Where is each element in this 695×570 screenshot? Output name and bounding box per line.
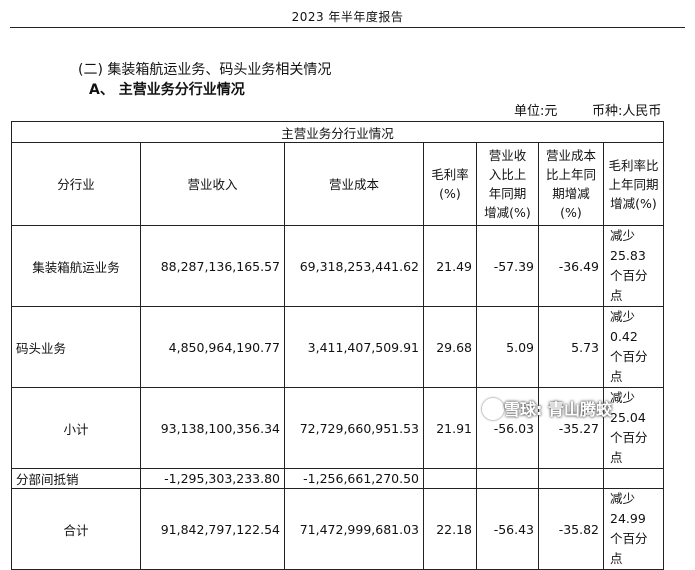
header-cost-change-line: 营业成本 xyxy=(545,148,596,163)
cell-cost: 71,472,999,681.03 xyxy=(284,488,424,570)
cell-margin-change: 减少 24.99 个百分点 xyxy=(603,488,664,570)
header-cost-change-line: 比上年同 xyxy=(545,167,596,182)
subsection-heading: A、 主营业务分行业情况 xyxy=(89,82,245,98)
header-revenue-change: 营业收 入比上 年同期 增减(%) xyxy=(476,142,539,226)
margin-change-line: 减少 25.83 xyxy=(610,228,646,263)
margin-change-line: 个百分点 xyxy=(610,430,648,465)
cell-industry: 合计 xyxy=(11,488,141,570)
cell-cost-change: -35.82 xyxy=(538,488,604,570)
margin-change-line: 个百分点 xyxy=(610,531,648,566)
cell-industry: 集装箱航运业务 xyxy=(11,225,141,307)
cell-revenue: 4,850,964,190.77 xyxy=(140,306,285,388)
cell-cost-change: 5.73 xyxy=(538,306,604,388)
cell-cost: 69,318,253,441.62 xyxy=(284,225,424,307)
cell-gross-margin xyxy=(423,468,477,489)
header-gross-margin-line: 毛利率 xyxy=(431,167,469,182)
cell-revenue-change: -56.43 xyxy=(476,488,539,570)
cell-revenue-change: 5.09 xyxy=(476,306,539,388)
cell-cost-change xyxy=(538,468,604,489)
industry-business-table: 主营业务分行业情况 分行业 营业收入 营业成本 毛利率 (%) 营业收 入比上 … xyxy=(11,121,664,570)
cell-cost: -1,256,661,270.50 xyxy=(284,468,424,489)
table-row: 分部间抵销 -1,295,303,233.80 -1,256,661,270.5… xyxy=(11,468,664,489)
cell-gross-margin: 29.68 xyxy=(423,306,477,388)
cell-revenue: 88,287,136,165.57 xyxy=(140,225,285,307)
cell-margin-change: 减少 25.04 个百分点 xyxy=(603,387,664,469)
header-gross-margin-line: (%) xyxy=(439,186,461,201)
cell-gross-margin: 21.91 xyxy=(423,387,477,469)
margin-change-line: 个百分点 xyxy=(610,268,648,303)
cell-cost: 3,411,407,509.91 xyxy=(284,306,424,388)
margin-change-line: 个百分点 xyxy=(610,349,648,384)
section-heading: (二) 集装箱航运业务、码头业务相关情况 xyxy=(78,62,332,78)
cell-cost-change: -36.49 xyxy=(538,225,604,307)
cell-margin-change: 减少 0.42 个百分点 xyxy=(603,306,664,388)
header-margin-change-line: 毛利率比 xyxy=(608,157,659,173)
header-cost: 营业成本 xyxy=(284,142,424,226)
cell-margin-change xyxy=(603,468,664,489)
header-cost-change: 营业成本 比上年同 期增减 (%) xyxy=(538,142,604,226)
snowball-logo-icon xyxy=(482,398,504,420)
margin-change-line: 减少 25.04 xyxy=(610,390,646,425)
header-margin-change-line: 增减(%) xyxy=(610,195,657,211)
watermark-text: 雪球: 青山腾蛟 xyxy=(504,400,612,419)
cell-gross-margin: 22.18 xyxy=(423,488,477,570)
header-divider xyxy=(10,27,685,28)
margin-change-line: 减少 24.99 xyxy=(610,491,646,526)
header-cost-change-line: 期增减 xyxy=(552,186,590,201)
cell-revenue-change xyxy=(476,468,539,489)
cell-revenue-change: -57.39 xyxy=(476,225,539,307)
table-row: 码头业务 4,850,964,190.77 3,411,407,509.91 2… xyxy=(11,306,664,388)
currency-label: 币种:人民币 xyxy=(592,104,662,119)
table-title: 主营业务分行业情况 xyxy=(11,121,664,143)
header-revenue-change-line: 年同期 xyxy=(488,186,527,201)
table-row: 合计 91,842,797,122.54 71,472,999,681.03 2… xyxy=(11,488,664,570)
unit-label: 单位:元 xyxy=(514,104,558,119)
cell-revenue: 91,842,797,122.54 xyxy=(140,488,285,570)
header-margin-change: 毛利率比 上年同期 增减(%) xyxy=(603,142,664,226)
header-revenue-change-line: 入比上 xyxy=(488,167,527,182)
header-margin-change-line: 上年同期 xyxy=(608,176,659,192)
header-cost-change-line: (%) xyxy=(560,205,582,220)
cell-margin-change: 减少 25.83 个百分点 xyxy=(603,225,664,307)
cell-revenue: 93,138,100,356.34 xyxy=(140,387,285,469)
header-industry: 分行业 xyxy=(11,142,141,226)
cell-revenue: -1,295,303,233.80 xyxy=(140,468,285,489)
cell-industry: 小计 xyxy=(11,387,141,469)
cell-industry: 码头业务 xyxy=(11,306,141,388)
cell-cost: 72,729,660,951.53 xyxy=(284,387,424,469)
header-gross-margin: 毛利率 (%) xyxy=(423,142,477,226)
header-revenue-change-line: 营业收 xyxy=(488,148,527,163)
header-revenue-change-line: 增减(%) xyxy=(484,205,531,220)
margin-change-line: 减少 0.42 xyxy=(610,309,638,344)
table-row: 集装箱航运业务 88,287,136,165.57 69,318,253,441… xyxy=(11,225,664,307)
cell-gross-margin: 21.49 xyxy=(423,225,477,307)
header-revenue: 营业收入 xyxy=(140,142,285,226)
cell-industry: 分部间抵销 xyxy=(11,468,141,489)
report-header-title: 2023 年半年度报告 xyxy=(291,10,404,24)
